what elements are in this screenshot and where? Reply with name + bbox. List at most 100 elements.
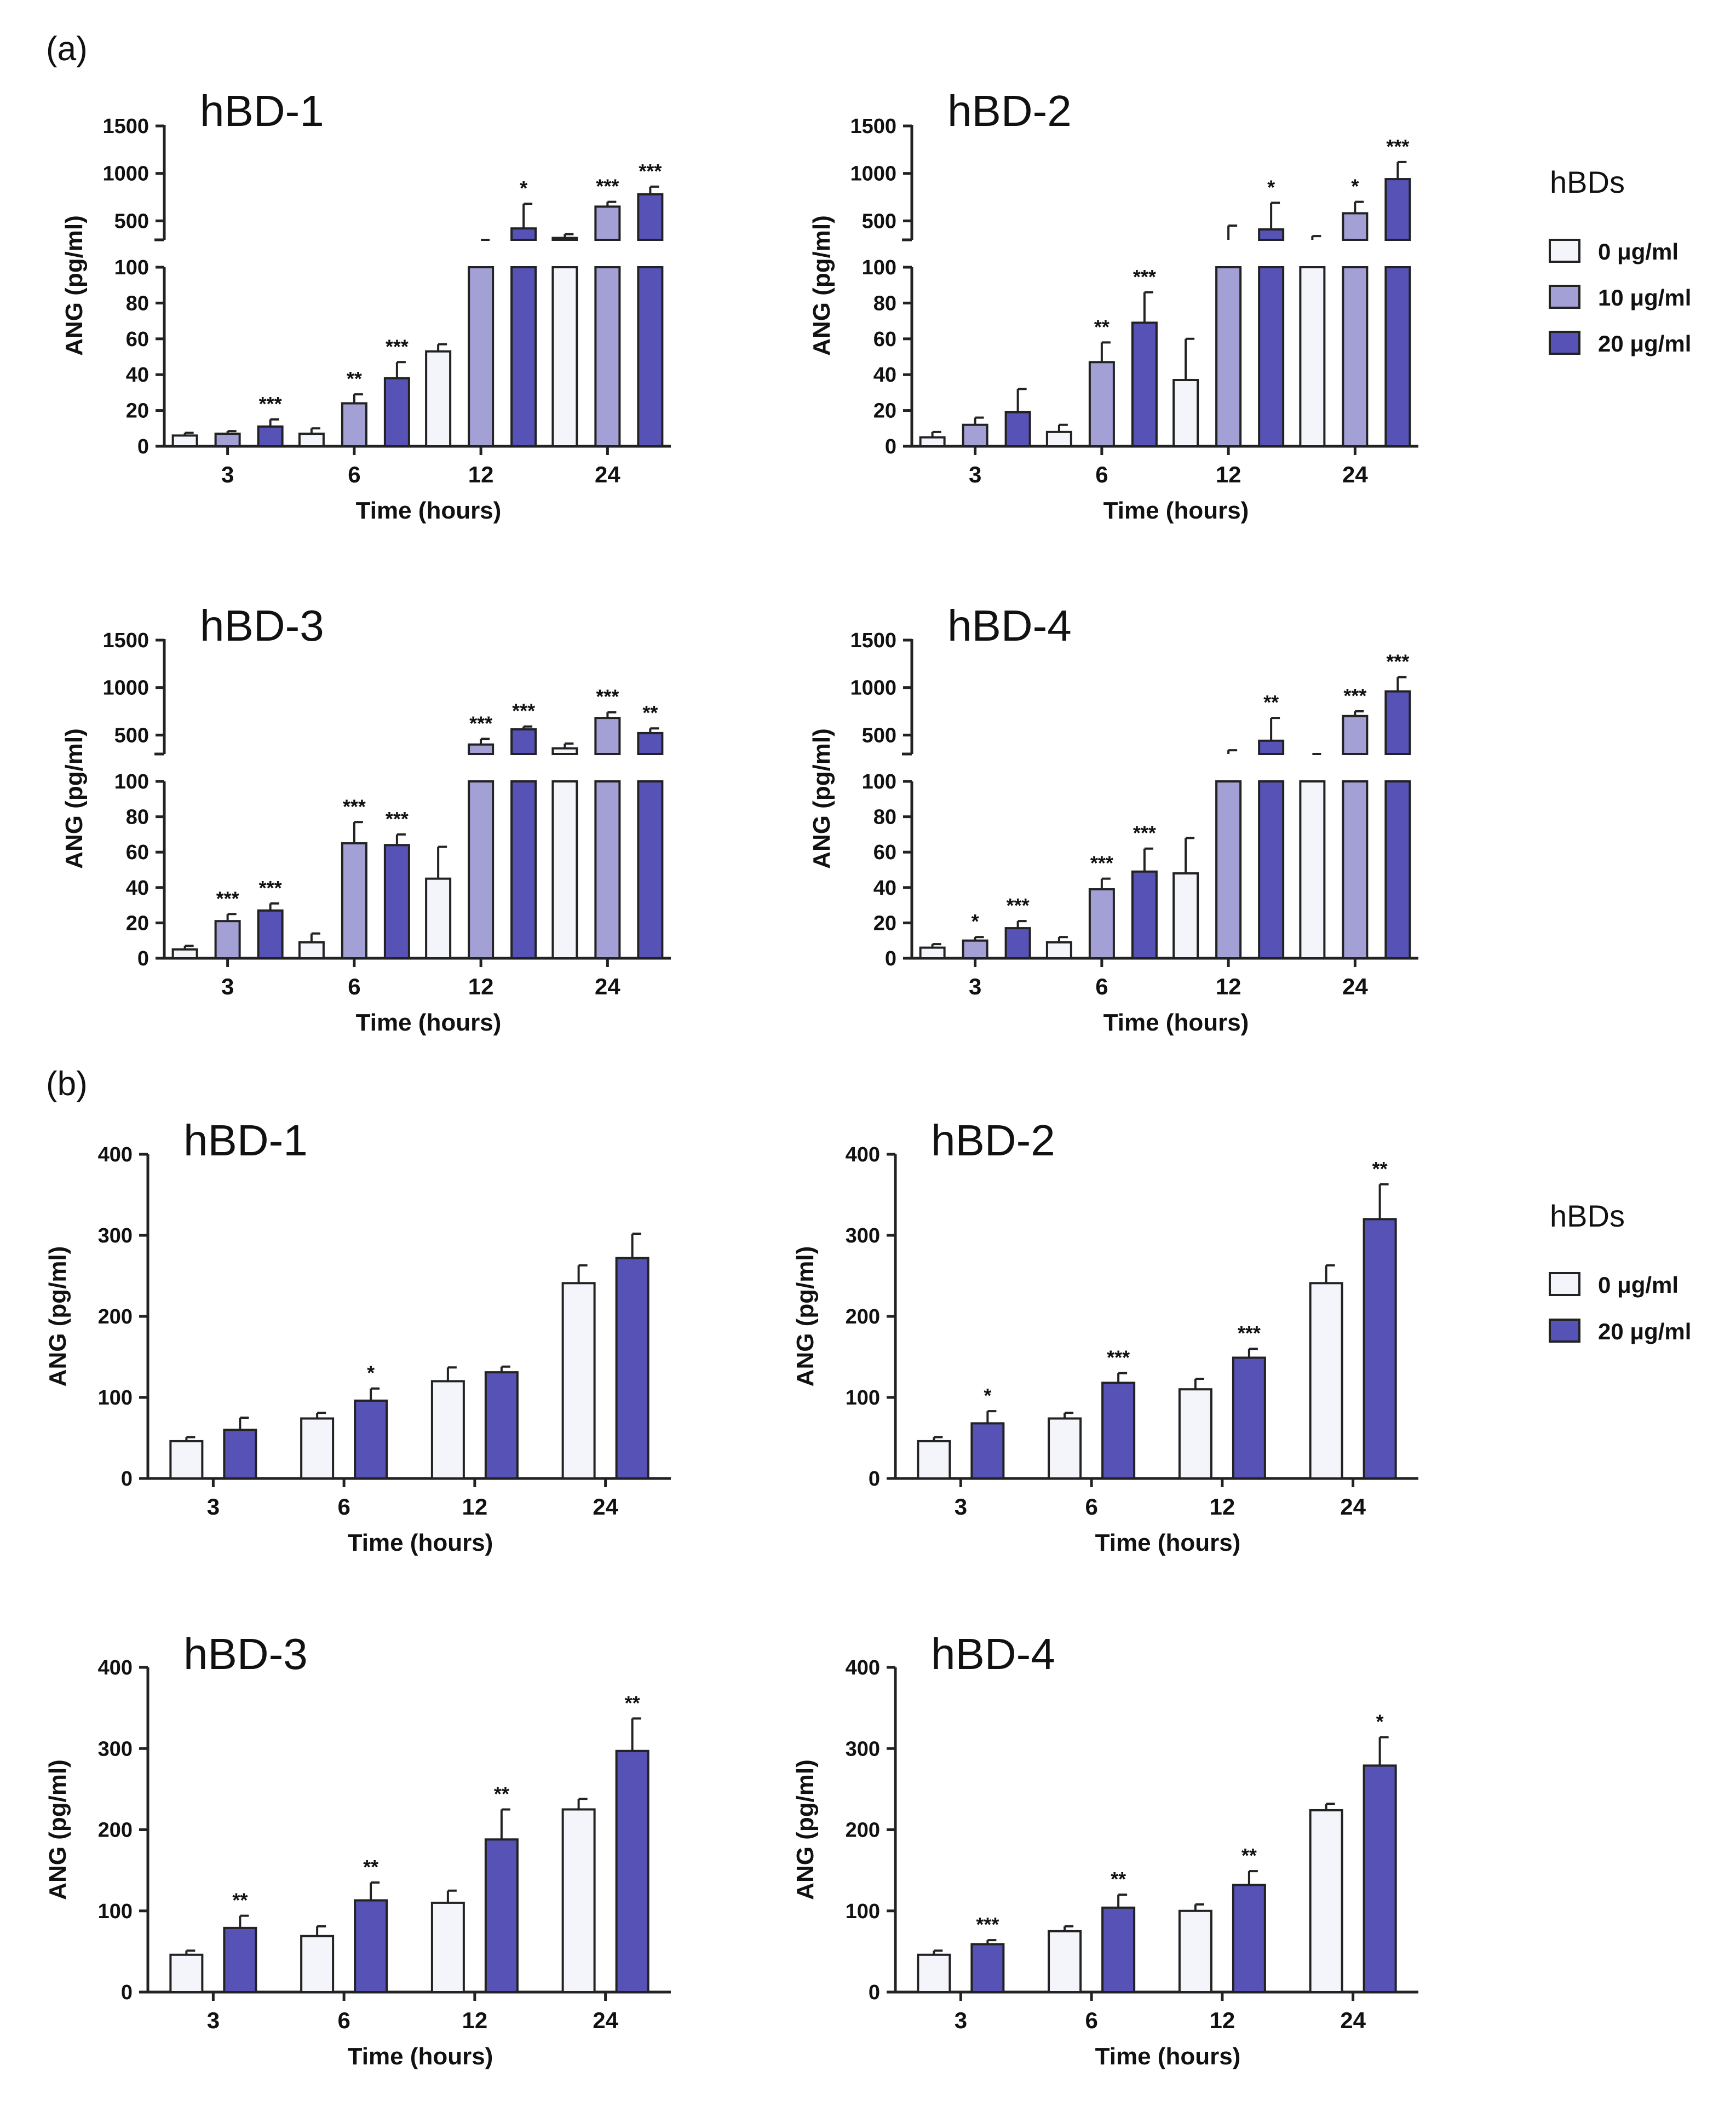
significance-label: *** — [1386, 651, 1409, 673]
significance-label: * — [520, 177, 527, 199]
bar — [354, 1399, 388, 1480]
x-tick-label: 3 — [207, 1494, 220, 1520]
significance-label: *** — [1133, 822, 1156, 844]
bar — [354, 1899, 388, 1994]
bar — [917, 1440, 951, 1480]
y-tick-label: 100 — [114, 256, 149, 279]
y-tick-label: 60 — [873, 328, 896, 351]
chart-b-hBD-1: hBD-1 0 100 200 300 400 ANG (pg/ml) 3 6 * 12 24 Time… — [44, 1116, 671, 1556]
chart-title: hBD-3 — [183, 1630, 308, 1678]
bar-upper — [637, 193, 664, 241]
y-tick-label: 0 — [137, 947, 149, 970]
bar — [425, 877, 452, 960]
x-tick-label: 6 — [1085, 2007, 1097, 2033]
bar — [1178, 1909, 1212, 1993]
y-tick-label: 400 — [846, 1143, 880, 1166]
bar — [1258, 266, 1285, 447]
bar — [1004, 411, 1031, 447]
x-tick-label: 3 — [955, 2007, 967, 2033]
y-axis-label: ANG (pg/ml) — [61, 215, 88, 356]
significance-label: ** — [1094, 315, 1110, 338]
x-tick-label: 24 — [1340, 1494, 1366, 1520]
significance-label: ** — [363, 1856, 378, 1878]
y-tick-label: 100 — [862, 770, 896, 793]
bar — [468, 780, 495, 959]
significance-label: * — [1267, 176, 1275, 198]
y-tick-label: 80 — [873, 806, 896, 829]
y-tick-label: 0 — [121, 1981, 133, 2004]
bar — [962, 423, 988, 448]
x-tick-label: 3 — [969, 462, 981, 487]
y-tick-label: 300 — [98, 1224, 133, 1247]
y-tick-label: 300 — [846, 1224, 880, 1247]
x-axis-label: Time (hours) — [1103, 497, 1249, 524]
y-tick-label: 200 — [846, 1305, 880, 1328]
bar — [1342, 266, 1369, 447]
x-tick-label: 24 — [1342, 462, 1368, 487]
bar — [1172, 379, 1199, 448]
bar — [1101, 1382, 1136, 1480]
bar-upper — [1258, 228, 1285, 241]
bar — [970, 1422, 1005, 1480]
legend-a-entry-1: 10 μg/ml — [1598, 285, 1691, 310]
significance-label: * — [367, 1362, 375, 1384]
y-tick-label: 400 — [98, 1143, 133, 1166]
x-tick-label: 12 — [1216, 462, 1241, 487]
x-tick-label: 6 — [337, 1494, 350, 1520]
legend-a-swatch-0 — [1549, 239, 1580, 263]
y-tick-label: 500 — [862, 724, 896, 747]
chart-a-hBD-2: hBD-2 0 20 40 60 80 100 500 1000 1500 ANG (pg/ml) 3… — [808, 87, 1418, 524]
bar — [1309, 1809, 1343, 1993]
bar-upper — [468, 743, 495, 755]
chart-title: hBD-4 — [947, 601, 1072, 650]
bar — [1258, 780, 1285, 959]
panel-label-b: (b) — [46, 1065, 88, 1103]
y-tick-label: 0 — [869, 1981, 880, 2004]
significance-label: *** — [1386, 135, 1409, 158]
bar-upper — [1384, 690, 1411, 755]
y-tick-label: 80 — [126, 806, 149, 829]
chart-title: hBD-4 — [931, 1630, 1055, 1678]
bar — [383, 844, 410, 960]
significance-label: *** — [1133, 266, 1156, 288]
bar — [917, 1953, 951, 1993]
significance-label: ** — [1372, 1158, 1388, 1180]
x-axis-label: Time (hours) — [348, 2043, 493, 2070]
y-axis-label: ANG (pg/ml) — [792, 1246, 819, 1387]
significance-label: *** — [386, 335, 409, 358]
bar — [637, 266, 664, 447]
significance-label: *** — [343, 795, 366, 818]
bar — [561, 1282, 596, 1480]
bar — [919, 946, 946, 959]
bar — [510, 266, 537, 447]
chart-title: hBD-1 — [200, 87, 324, 135]
y-tick-label: 500 — [114, 210, 149, 233]
x-tick-label: 24 — [1340, 2007, 1366, 2033]
bar — [425, 350, 452, 447]
bar — [1363, 1218, 1397, 1480]
y-axis-label: ANG (pg/ml) — [44, 1246, 71, 1387]
x-axis-label: Time (hours) — [348, 1529, 493, 1556]
significance-label: * — [984, 1384, 991, 1407]
bar — [1232, 1356, 1266, 1480]
x-axis-label: Time (hours) — [1103, 1009, 1249, 1036]
y-tick-label: 300 — [846, 1737, 880, 1760]
bar — [1299, 780, 1326, 959]
bar — [430, 1380, 465, 1480]
bar — [510, 780, 537, 959]
x-tick-label: 12 — [468, 462, 494, 487]
y-axis-label: ANG (pg/ml) — [44, 1759, 71, 1900]
bar — [468, 266, 495, 447]
x-tick-label: 24 — [595, 462, 620, 487]
bar — [1215, 780, 1242, 959]
chart-title: hBD-2 — [931, 1116, 1055, 1165]
bar — [341, 402, 367, 448]
significance-label: *** — [512, 700, 535, 722]
bar — [1363, 1764, 1397, 1994]
chart-b-hBD-3: hBD-3 0 100 200 300 400 ANG (pg/ml) 3 ** 6 ** 12 ** 2… — [44, 1630, 671, 2070]
y-tick-label: 400 — [98, 1656, 133, 1679]
significance-label: *** — [1238, 1322, 1261, 1344]
x-tick-label: 6 — [1085, 1494, 1097, 1520]
significance-label: *** — [1107, 1346, 1130, 1369]
x-tick-label: 24 — [593, 1494, 618, 1520]
